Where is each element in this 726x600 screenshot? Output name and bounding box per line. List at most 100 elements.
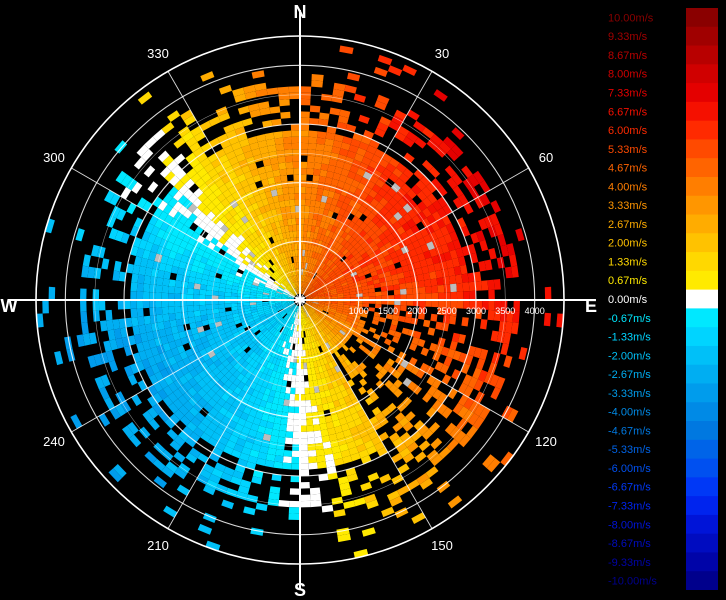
- velocity-gate: [386, 280, 394, 287]
- velocity-gate: [231, 285, 239, 291]
- velocity-gate: [269, 306, 277, 310]
- velocity-gate: [312, 379, 319, 387]
- velocity-gate: [284, 149, 293, 157]
- velocity-gate: [431, 285, 439, 294]
- velocity-gate: [284, 437, 293, 445]
- velocity-gate: [309, 200, 316, 207]
- velocity-gate: [292, 282, 296, 289]
- velocity-gate: [479, 348, 489, 361]
- velocity-gate: [136, 342, 145, 353]
- velocity-gate: [173, 409, 185, 420]
- velocity-gate: [157, 321, 165, 331]
- velocity-gate: [290, 475, 300, 483]
- velocity-gate: [241, 360, 249, 369]
- velocity-gate: [460, 363, 471, 375]
- velocity-gate: [515, 228, 525, 242]
- velocity-gate: [248, 162, 258, 171]
- velocity-gate: [327, 368, 334, 377]
- velocity-gate: [304, 304, 310, 309]
- velocity-gate: [297, 287, 299, 294]
- velocity-gate: [244, 371, 253, 380]
- velocity-gate: [314, 353, 320, 361]
- velocity-gate: [208, 270, 217, 278]
- velocity-gate: [303, 224, 308, 232]
- velocity-gate: [294, 305, 298, 312]
- velocity-gate: [252, 353, 260, 361]
- velocity-gate: [186, 421, 198, 432]
- legend-label: -2.67m/s: [608, 369, 651, 381]
- velocity-gate: [391, 319, 399, 326]
- velocity-gate: [197, 167, 208, 178]
- velocity-gate: [285, 431, 294, 439]
- velocity-gate: [207, 398, 217, 408]
- velocity-gate: [290, 291, 296, 296]
- velocity-gate: [296, 331, 299, 338]
- velocity-gate: [234, 334, 242, 342]
- velocity-gate: [281, 295, 288, 298]
- velocity-gate: [173, 435, 186, 447]
- velocity-gate: [263, 274, 270, 280]
- velocity-gate: [321, 282, 328, 288]
- velocity-gate: [231, 449, 242, 459]
- velocity-gate: [328, 158, 338, 167]
- velocity-gate: [311, 328, 316, 336]
- velocity-gate: [322, 329, 328, 336]
- velocity-gate: [318, 473, 329, 482]
- velocity-gate: [152, 392, 163, 404]
- velocity-gate: [344, 260, 351, 267]
- velocity-gate: [288, 244, 293, 251]
- velocity-gate: [427, 327, 436, 336]
- velocity-gate: [384, 338, 392, 346]
- velocity-gate: [292, 330, 296, 338]
- velocity-gate: [284, 279, 289, 286]
- velocity-gate: [324, 303, 331, 307]
- velocity-gate: [193, 288, 200, 295]
- velocity-gate: [371, 207, 380, 216]
- velocity-gate: [247, 263, 255, 270]
- velocity-gate: [251, 248, 258, 256]
- velocity-gate: [184, 371, 194, 382]
- velocity-gate: [368, 266, 377, 273]
- velocity-gate: [163, 271, 171, 280]
- velocity-gate: [252, 361, 259, 369]
- velocity-gate: [237, 173, 247, 183]
- velocity-gate: [220, 367, 229, 376]
- velocity-gate: [322, 264, 328, 271]
- velocity-gate: [106, 319, 114, 331]
- velocity-gate: [206, 259, 214, 267]
- velocity-gate: [255, 340, 263, 347]
- velocity-gate: [291, 317, 295, 324]
- velocity-gate: [286, 168, 294, 175]
- velocity-gate: [256, 391, 264, 400]
- velocity-gate: [442, 276, 450, 285]
- velocity-gate: [304, 275, 308, 283]
- velocity-gate: [346, 243, 354, 252]
- velocity-gate: [366, 203, 376, 213]
- velocity-gate: [406, 479, 420, 491]
- velocity-gate: [174, 221, 184, 231]
- velocity-gate: [130, 282, 138, 292]
- velocity-gate: [311, 80, 323, 88]
- legend-swatch: [686, 289, 718, 309]
- velocity-gate: [282, 321, 288, 328]
- velocity-gate: [277, 317, 284, 324]
- velocity-gate: [306, 296, 313, 299]
- velocity-gate: [262, 294, 269, 297]
- velocity-gate: [241, 320, 249, 326]
- velocity-gate: [161, 466, 175, 478]
- velocity-gate: [300, 130, 309, 137]
- velocity-gate: [310, 288, 316, 294]
- velocity-gate: [226, 396, 235, 406]
- velocity-gate: [138, 426, 151, 439]
- velocity-gate: [291, 324, 295, 331]
- velocity-gate: [403, 152, 415, 164]
- velocity-gate: [220, 207, 229, 216]
- velocity-gate: [193, 310, 201, 317]
- legend-swatch: [686, 195, 718, 216]
- velocity-gate: [282, 291, 289, 295]
- velocity-gate: [447, 495, 463, 509]
- velocity-gate: [303, 311, 307, 318]
- velocity-gate: [288, 406, 295, 413]
- velocity-gate: [150, 225, 160, 237]
- velocity-gate: [166, 334, 175, 343]
